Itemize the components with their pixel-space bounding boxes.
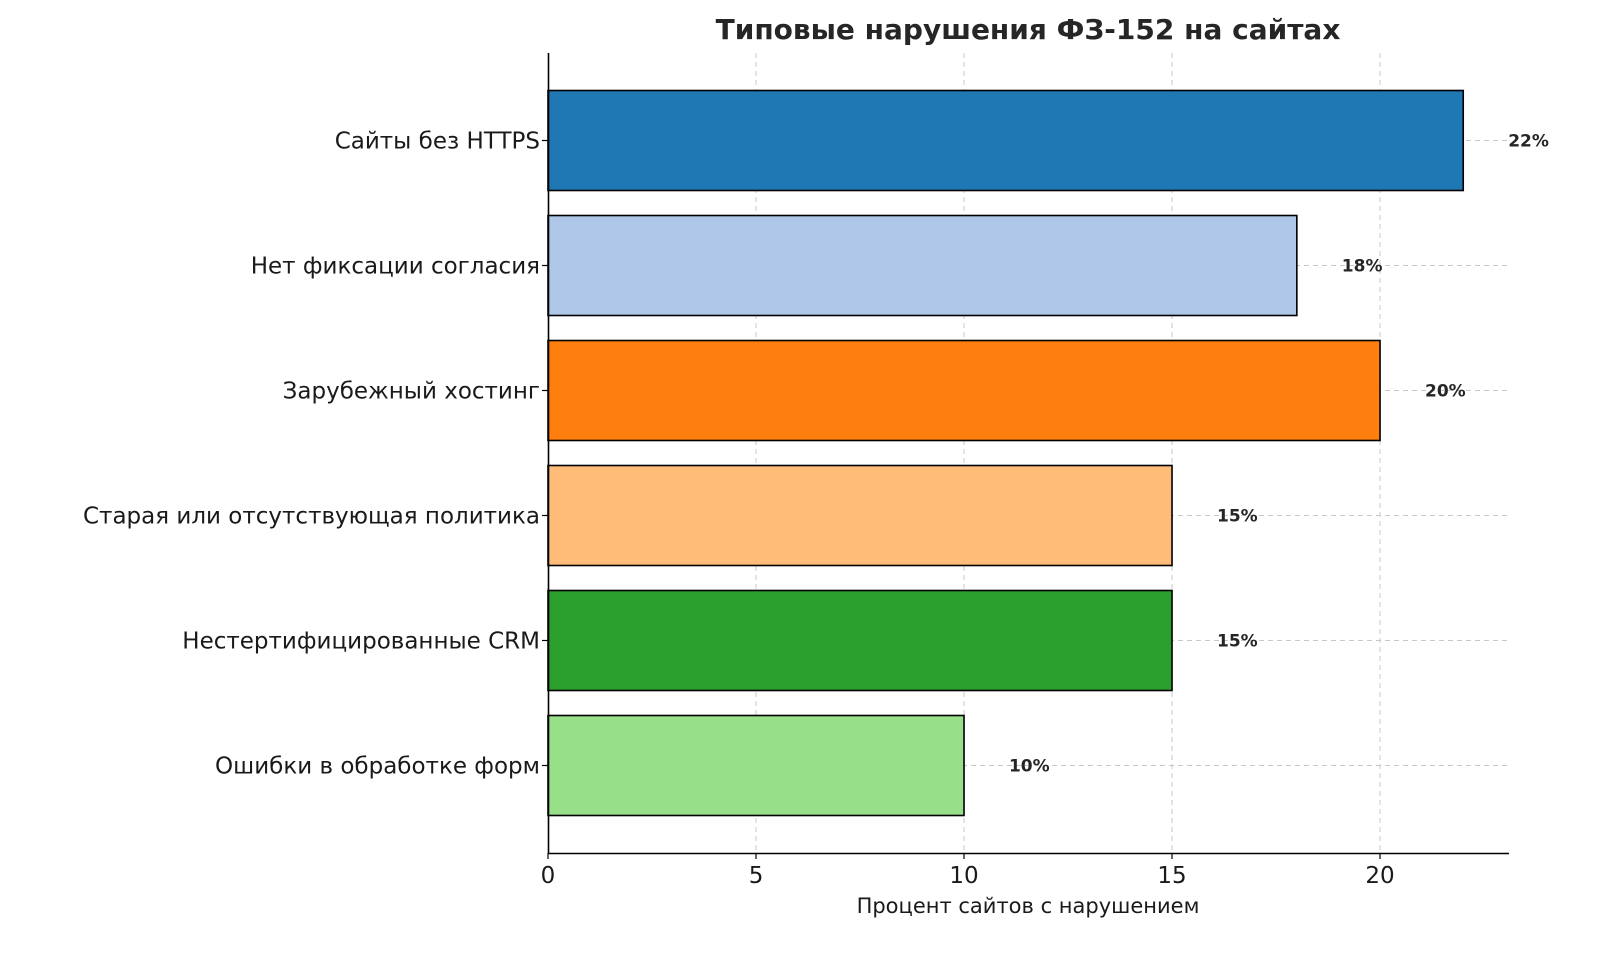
x-tick-label: 5 <box>749 863 764 889</box>
y-tick-label: Старая или отсутствующая политика <box>83 504 540 530</box>
data-labels: 22% 18% 20% 15% 15% 10% <box>1009 132 1549 777</box>
bar <box>547 714 965 817</box>
bars <box>547 89 1465 817</box>
bar <box>547 339 1381 442</box>
x-axis-label: Процент сайтов с нарушением <box>857 894 1200 918</box>
y-axis-ticks: Сайты без HTTPS Нет фиксации согласия Зару… <box>83 129 548 780</box>
y-tick-label: Зарубежный хостинг <box>283 379 540 405</box>
chart-title: Типовые нарушения ФЗ-152 на сайтах <box>716 13 1341 46</box>
data-label: 15% <box>1217 632 1258 652</box>
data-label: 18% <box>1342 257 1383 277</box>
data-label: 15% <box>1217 507 1258 527</box>
bar <box>547 589 1173 692</box>
y-tick-label: Нет фиксации согласия <box>251 254 540 280</box>
data-label: 22% <box>1508 132 1549 152</box>
y-tick-label: Ошибки в обработке форм <box>215 754 540 780</box>
bar <box>547 214 1298 317</box>
data-label: 20% <box>1425 382 1466 402</box>
data-label: 10% <box>1009 757 1050 777</box>
x-tick-label: 15 <box>1157 863 1186 889</box>
y-tick-label: Сайты без HTTPS <box>335 129 540 155</box>
y-tick-label: Нестертифицированные CRM <box>182 629 540 655</box>
x-tick-label: 20 <box>1365 863 1394 889</box>
bar <box>547 89 1465 192</box>
x-tick-label: 0 <box>541 863 556 889</box>
bar <box>547 464 1173 567</box>
x-tick-label: 10 <box>949 863 978 889</box>
x-axis-ticks: 0 5 10 15 20 <box>541 853 1395 889</box>
